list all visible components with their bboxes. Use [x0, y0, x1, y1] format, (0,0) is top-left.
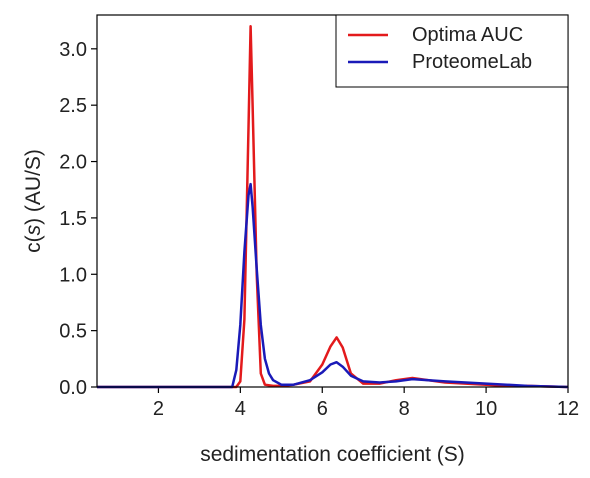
- legend-label-proteomelab: ProteomeLab: [412, 51, 532, 73]
- x-tick-label: 12: [557, 398, 579, 420]
- y-axis-title-italic: s: [22, 224, 45, 235]
- y-tick-label: 3.0: [59, 39, 87, 61]
- legend: Optima AUC ProteomeLab: [335, 14, 569, 88]
- y-tick-label: 0.5: [59, 321, 87, 343]
- y-tick-label: 2.0: [59, 152, 87, 174]
- series-lines: [97, 25, 569, 389]
- legend-label-optima: Optima AUC: [412, 24, 523, 46]
- x-tick-label: 8: [399, 398, 410, 420]
- y-axis-title-prefix: c(: [22, 235, 45, 253]
- y-tick-label: 2.5: [59, 95, 87, 117]
- axis-ticks: 2 4 6 8 10 12 0.0 0.5 1.0 1.5 2.0 2.5 3.0: [59, 39, 579, 420]
- legend-box: [335, 14, 569, 88]
- y-tick-label: 1.0: [59, 264, 87, 286]
- plot-frame: [96, 14, 569, 388]
- x-tick-label: 2: [153, 398, 164, 420]
- x-axis-title: sedimentation coefficient (S): [200, 443, 465, 466]
- y-axis-title: c(s) (AU/S): [22, 149, 45, 253]
- x-tick-label: 4: [235, 398, 246, 420]
- series-line-proteomelab: [97, 182, 569, 389]
- x-tick-label: 6: [317, 398, 328, 420]
- y-tick-label: 1.5: [59, 208, 87, 230]
- y-axis-title-suffix: ) (AU/S): [22, 149, 45, 225]
- y-tick-label: 0.0: [59, 377, 87, 399]
- x-tick-label: 10: [475, 398, 497, 420]
